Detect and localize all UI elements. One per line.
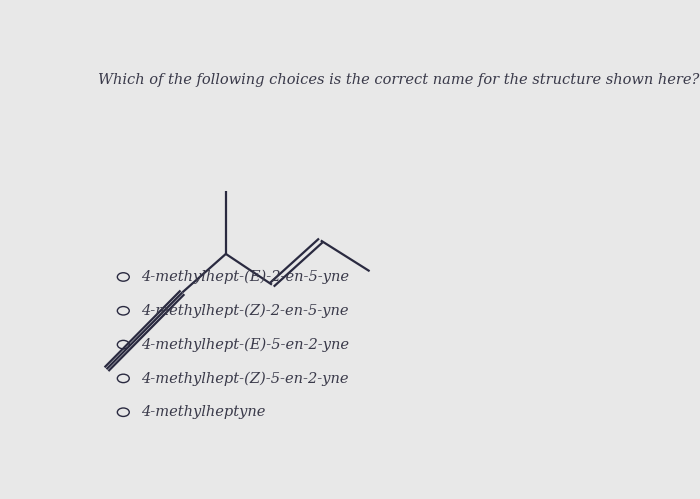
Text: Which of the following choices is the correct name for the structure shown here?: Which of the following choices is the co… <box>98 73 700 87</box>
Text: 4-methylhept-(E)-2-en-5-yne: 4-methylhept-(E)-2-en-5-yne <box>141 270 349 284</box>
Text: 4-methylhept-(Z)-2-en-5-yne: 4-methylhept-(Z)-2-en-5-yne <box>141 303 348 318</box>
Text: 4-methylheptyne: 4-methylheptyne <box>141 405 265 419</box>
Text: 4-methylhept-(E)-5-en-2-yne: 4-methylhept-(E)-5-en-2-yne <box>141 337 349 352</box>
Text: 4-methylhept-(Z)-5-en-2-yne: 4-methylhept-(Z)-5-en-2-yne <box>141 371 348 386</box>
